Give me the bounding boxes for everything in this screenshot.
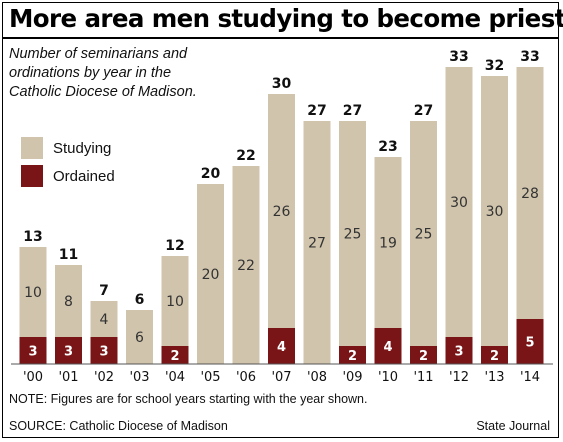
value-label-ordained: 3 xyxy=(454,345,463,360)
bar-ordained xyxy=(481,346,508,364)
legend-ordained: Ordained xyxy=(21,165,115,187)
bar-studying xyxy=(19,247,47,337)
value-label-studying: 30 xyxy=(486,204,504,220)
stacked-bar-chart: 10 3 13 '00 8 3 11 '01 4 3 7 '02 6 6 '03 10 2 12 '04 20 20 '0… xyxy=(11,49,553,385)
value-label-studying: 6 xyxy=(135,330,144,346)
value-label-studying: 25 xyxy=(344,227,362,243)
bar-studying xyxy=(516,67,544,319)
x-tick-label: '10 xyxy=(378,370,398,385)
value-label-studying: 27 xyxy=(308,236,326,252)
value-label-ordained: 2 xyxy=(419,349,428,364)
value-label-ordained: 4 xyxy=(277,340,286,355)
bar-studying xyxy=(268,94,295,328)
value-label-studying: 30 xyxy=(450,195,468,211)
x-tick-label: '01 xyxy=(58,370,78,385)
legend-ordained-swatch xyxy=(21,165,43,187)
value-label-ordained: 2 xyxy=(490,349,499,364)
total-label: 32 xyxy=(485,58,504,74)
value-label-ordained: 2 xyxy=(170,349,179,364)
total-label: 33 xyxy=(449,49,468,65)
headline-rule xyxy=(3,37,558,39)
bar-ordained xyxy=(19,337,47,364)
total-label: 7 xyxy=(99,283,109,299)
x-tick-label: '12 xyxy=(449,370,469,385)
bar-ordained xyxy=(445,337,473,364)
total-label: 30 xyxy=(272,76,292,92)
total-label: 27 xyxy=(307,103,326,119)
value-label-studying: 26 xyxy=(273,204,291,220)
x-tick-label: '09 xyxy=(342,370,362,385)
value-label-studying: 8 xyxy=(64,294,73,310)
bar-ordained xyxy=(410,346,437,364)
x-tick-label: '00 xyxy=(23,370,43,385)
value-label-ordained: 3 xyxy=(99,345,108,360)
value-label-ordained: 5 xyxy=(525,336,534,351)
bar-studying xyxy=(126,310,153,364)
bar-studying xyxy=(55,265,82,337)
value-label-ordained: 2 xyxy=(348,349,357,364)
total-label: 11 xyxy=(59,247,78,263)
bar-studying xyxy=(445,67,473,337)
x-tick-label: '14 xyxy=(520,370,540,385)
value-label-studying: 28 xyxy=(521,186,539,202)
chart-credit: State Journal xyxy=(476,419,550,433)
x-tick-label: '08 xyxy=(307,370,327,385)
x-tick-label: '06 xyxy=(236,370,256,385)
legend-studying: Studying xyxy=(21,137,111,159)
legend-ordained-label: Ordained xyxy=(53,167,115,185)
bar-ordained xyxy=(516,319,544,364)
bar-ordained xyxy=(268,328,295,364)
bar-studying xyxy=(410,121,437,346)
total-label: 27 xyxy=(414,103,433,119)
value-label-ordained: 4 xyxy=(383,340,392,355)
x-tick-label: '07 xyxy=(271,370,291,385)
value-label-studying: 19 xyxy=(379,236,397,252)
total-label: 12 xyxy=(165,238,184,254)
value-label-studying: 10 xyxy=(166,294,184,310)
bar-studying xyxy=(232,166,260,364)
bar-ordained xyxy=(55,337,82,364)
x-tick-label: '13 xyxy=(484,370,504,385)
value-label-ordained: 3 xyxy=(28,345,37,360)
x-tick-label: '04 xyxy=(165,370,185,385)
total-label: 22 xyxy=(236,148,255,164)
bar-studying xyxy=(197,184,224,364)
x-tick-label: '05 xyxy=(200,370,220,385)
value-label-studying: 10 xyxy=(24,285,42,301)
bar-studying xyxy=(481,76,508,346)
x-tick-label: '02 xyxy=(94,370,114,385)
value-label-studying: 22 xyxy=(237,258,255,274)
value-label-studying: 20 xyxy=(202,267,220,283)
total-label: 13 xyxy=(23,229,42,245)
bar-ordained xyxy=(339,346,366,364)
total-label: 6 xyxy=(135,292,145,308)
x-tick-label: '03 xyxy=(129,370,149,385)
bar-ordained xyxy=(374,328,402,364)
chart-source: SOURCE: Catholic Diocese of Madison xyxy=(9,419,228,433)
chart-subtitle: Number of seminarians and ordinations by… xyxy=(9,46,197,100)
total-label: 27 xyxy=(343,103,362,119)
x-tick-label: '11 xyxy=(413,370,433,385)
bar-studying xyxy=(374,157,402,328)
bar-ordained xyxy=(161,346,189,364)
bar-studying xyxy=(161,256,189,346)
total-label: 23 xyxy=(378,139,397,155)
bar-studying xyxy=(90,301,118,337)
bar-ordained xyxy=(90,337,118,364)
total-label: 20 xyxy=(201,166,221,182)
value-label-studying: 25 xyxy=(415,227,433,243)
value-label-studying: 4 xyxy=(100,312,109,328)
bar-studying xyxy=(303,121,331,364)
value-label-ordained: 3 xyxy=(64,345,73,360)
chart-note: NOTE: Figures are for school years start… xyxy=(9,392,368,406)
bar-studying xyxy=(339,121,366,346)
total-label: 33 xyxy=(520,49,539,65)
legend-studying-label: Studying xyxy=(53,139,112,157)
legend-studying-swatch xyxy=(21,137,43,159)
headline: More area men studying to become priests xyxy=(9,4,563,33)
